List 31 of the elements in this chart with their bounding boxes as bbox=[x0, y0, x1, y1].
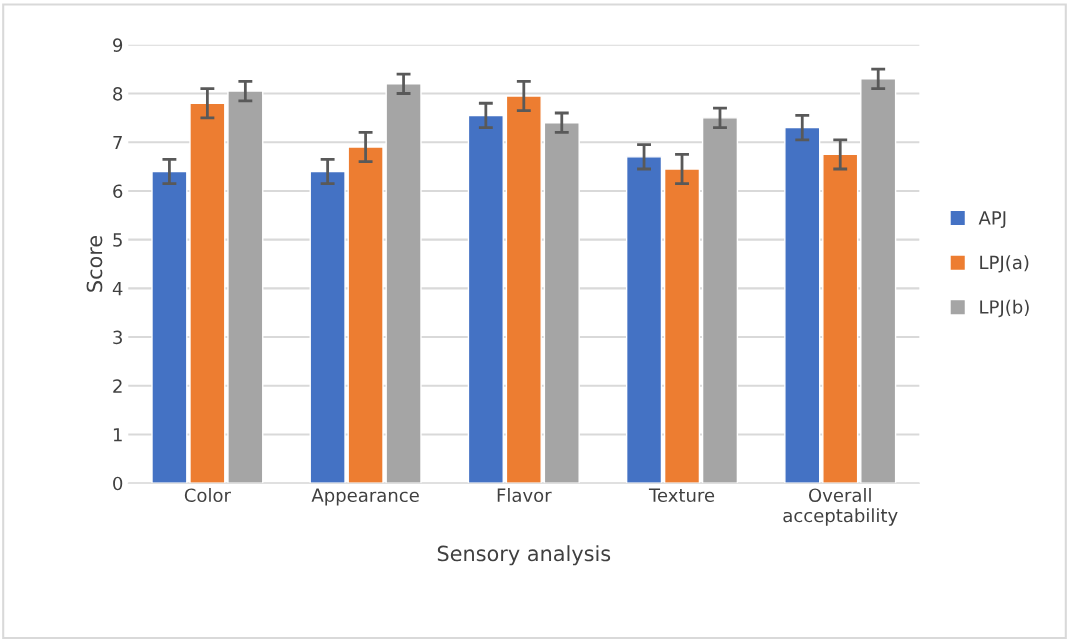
bar bbox=[309, 170, 346, 484]
legend-label: APJ bbox=[978, 211, 1006, 229]
bar bbox=[467, 114, 504, 484]
bar bbox=[227, 90, 264, 484]
y-tick-label: 7 bbox=[113, 135, 122, 150]
y-tick-label: 0 bbox=[113, 476, 123, 491]
x-tick-label: Texture bbox=[648, 488, 715, 503]
bar bbox=[860, 78, 897, 484]
y-tick-label: 4 bbox=[112, 282, 123, 296]
y-tick-label: 1 bbox=[113, 428, 122, 442]
bar bbox=[505, 95, 542, 484]
bar bbox=[625, 156, 663, 484]
x-axis-title: Sensory analysis bbox=[437, 545, 611, 566]
bar bbox=[663, 168, 701, 484]
legend-label: LPJ(b) bbox=[980, 299, 1029, 318]
bar bbox=[822, 153, 859, 484]
x-tick-label: Flavor bbox=[497, 488, 552, 503]
y-axis-title: Score bbox=[86, 235, 103, 292]
bar bbox=[543, 122, 580, 484]
x-tick-label: Appearance bbox=[311, 488, 419, 506]
y-tick-label: 8 bbox=[113, 86, 123, 101]
y-tick-label: 3 bbox=[113, 330, 122, 345]
bar bbox=[701, 117, 739, 484]
legend-label: LPJ(a) bbox=[980, 255, 1029, 273]
y-tick-label: 2 bbox=[113, 379, 122, 393]
x-tick-label: Color bbox=[184, 488, 231, 503]
y-tick-label: 6 bbox=[113, 184, 123, 199]
x-tick-label: Overall acceptability bbox=[783, 488, 898, 526]
y-tick-label: 9 bbox=[113, 38, 123, 52]
bar bbox=[784, 126, 821, 484]
y-tick-label: 5 bbox=[113, 233, 122, 247]
